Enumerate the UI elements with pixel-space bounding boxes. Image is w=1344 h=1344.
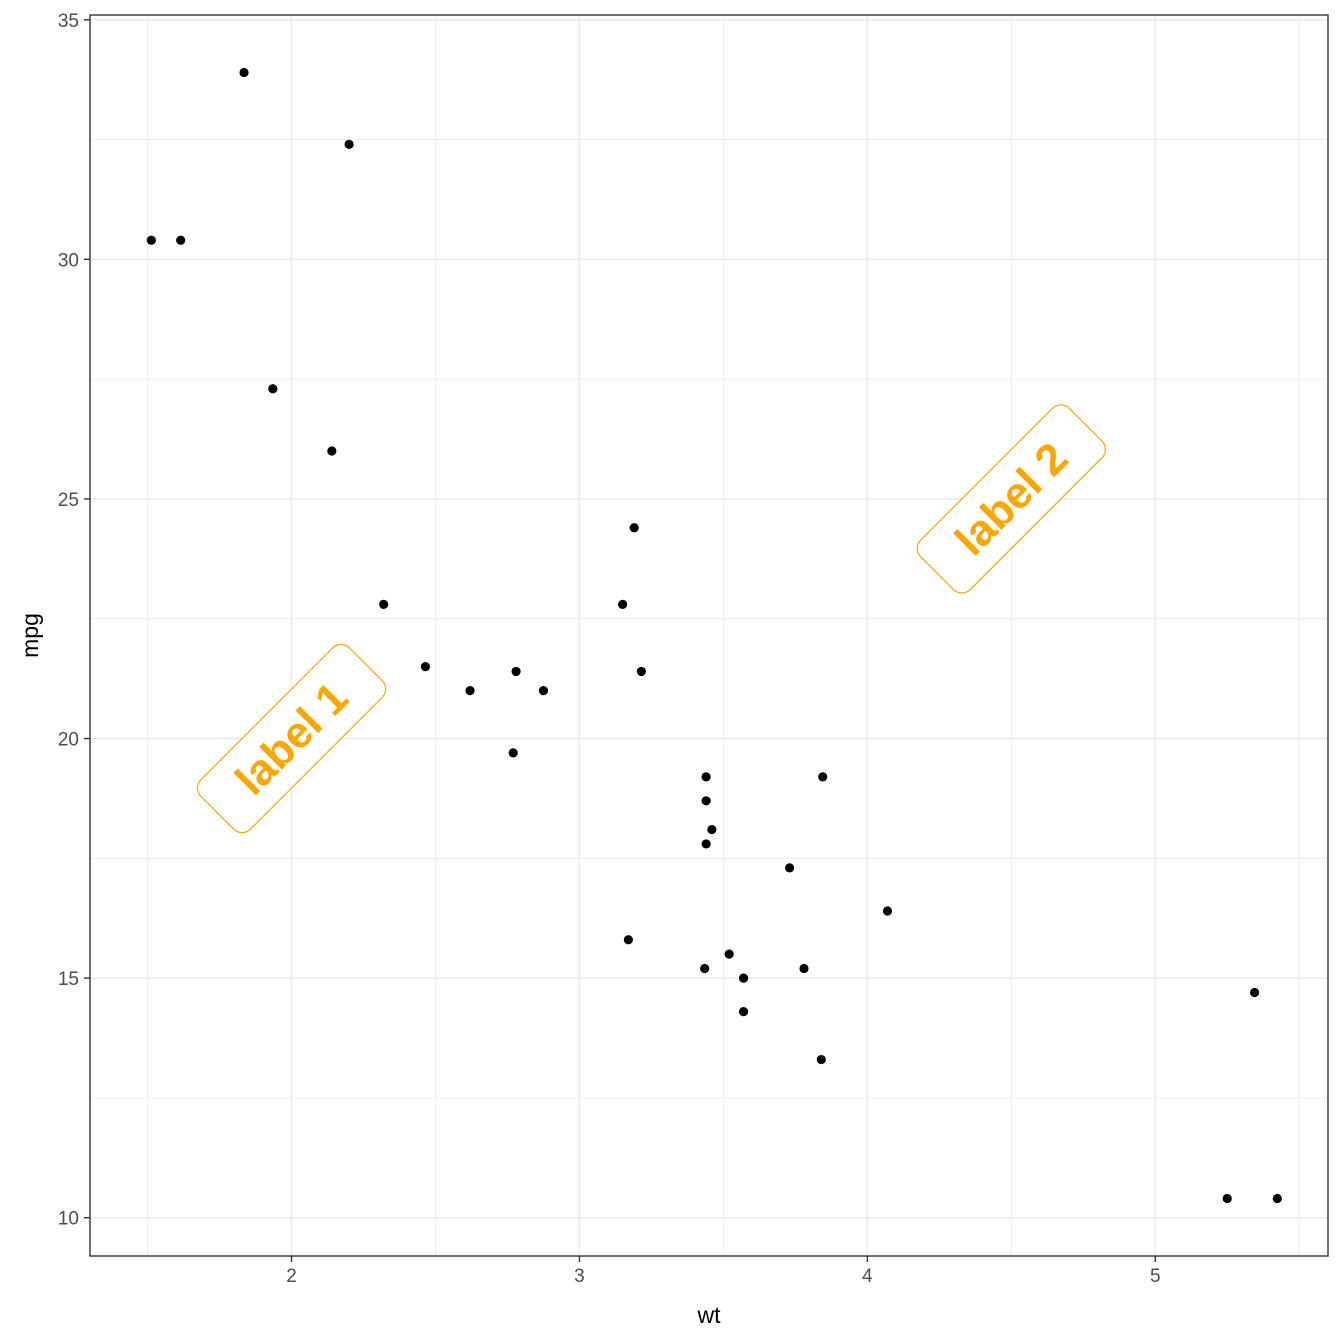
plot-panel (90, 15, 1328, 1256)
data-point (724, 949, 734, 959)
data-point (700, 963, 710, 974)
data-point (344, 139, 354, 149)
data-point (701, 839, 711, 849)
x-tick-label: 4 (862, 1266, 873, 1287)
grid-minor (90, 15, 1328, 1256)
data-point (465, 686, 475, 696)
annotation-box (916, 404, 1106, 594)
data-point (882, 906, 893, 916)
x-tick-label: 3 (574, 1266, 585, 1287)
y-axis-title: mpg (17, 613, 43, 658)
data-point (420, 662, 431, 672)
plot-border (89, 14, 1329, 1257)
x-tick-label: 2 (286, 1266, 297, 1287)
x-tick-label: 5 (1150, 1266, 1161, 1287)
data-point (618, 599, 628, 609)
data-point (799, 963, 809, 974)
y-axis-ticks: 10 15 20 25 30 35 (58, 11, 90, 1230)
data-point (816, 1054, 826, 1065)
data-point (1272, 1193, 1282, 1204)
data-point (268, 384, 278, 394)
data-point (707, 824, 717, 835)
data-point (538, 686, 549, 696)
y-tick-label: 15 (58, 969, 79, 990)
grid-major (90, 15, 1328, 1256)
data-point (379, 599, 389, 609)
x-axis-ticks: 2 3 4 5 (286, 1256, 1161, 1287)
data-point (636, 666, 646, 677)
data-point (701, 796, 711, 806)
y-tick-label: 35 (58, 11, 79, 32)
data-point (738, 1007, 749, 1017)
data-point (785, 863, 795, 873)
data-point (508, 748, 518, 758)
data-point (1249, 987, 1260, 998)
data-point (511, 666, 521, 677)
data-points (146, 67, 1282, 1204)
data-point (146, 235, 156, 245)
y-tick-label: 10 (58, 1209, 79, 1230)
x-axis-title: wt (697, 1302, 722, 1328)
data-point (629, 523, 639, 533)
data-point (738, 973, 749, 983)
data-point (701, 772, 711, 782)
data-point (327, 446, 337, 456)
annotation-box (196, 643, 387, 834)
data-point (176, 235, 186, 245)
y-tick-label: 20 (58, 730, 79, 751)
data-point (623, 935, 633, 945)
y-tick-label: 25 (58, 490, 79, 511)
data-point (818, 772, 828, 782)
data-point (1222, 1193, 1232, 1204)
data-point (239, 67, 249, 78)
y-tick-label: 30 (58, 250, 79, 271)
